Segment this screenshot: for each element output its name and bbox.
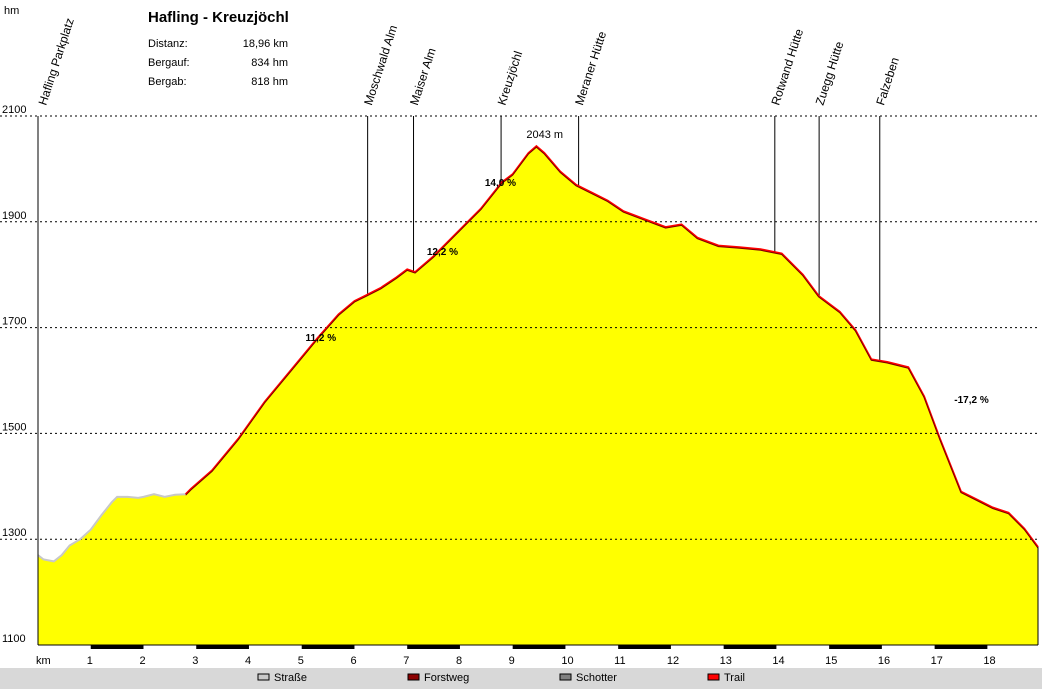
x-scale-block-13 (723, 645, 777, 649)
x-tick-label-3: 3 (192, 655, 198, 667)
x-axis-unit: km (36, 655, 51, 667)
y-tick-label-1100: 1100 (2, 633, 26, 645)
y-tick-label-1300: 1300 (2, 527, 26, 539)
stat-value-2: 818 hm (251, 76, 288, 88)
waypoint-label-3: Kreuzjöchl (495, 49, 526, 107)
waypoint-label-5: Rotwand Hütte (768, 27, 806, 107)
y-tick-label-2100: 2100 (2, 104, 26, 116)
stat-label-2: Bergab: (148, 76, 187, 88)
waypoint-label-6: Zuegg Hütte (813, 39, 847, 106)
x-tick-label-8: 8 (456, 655, 462, 667)
y-tick-label-1900: 1900 (2, 210, 26, 222)
x-scale-block-11 (618, 645, 671, 649)
annotation-3: 14,0 % (485, 178, 516, 189)
y-tick-label-1700: 1700 (2, 316, 26, 328)
legend-swatch-2 (559, 673, 572, 681)
x-tick-label-16: 16 (878, 655, 890, 667)
profile-line-shadow (185, 146, 1039, 549)
waypoint-label-2: Maiser Alm (407, 46, 439, 107)
stat-label-0: Distanz: (148, 38, 188, 50)
legend-swatch-0 (257, 673, 270, 681)
x-tick-label-5: 5 (298, 655, 304, 667)
x-tick-label-9: 9 (509, 655, 515, 667)
x-scale-block-15 (829, 645, 882, 649)
legend-label-0: Straße (274, 672, 307, 684)
legend-swatch-1 (407, 673, 420, 681)
x-tick-label-4: 4 (245, 655, 251, 667)
x-tick-label-15: 15 (825, 655, 837, 667)
x-scale-block-5 (301, 645, 355, 649)
y-tick-label-1500: 1500 (2, 421, 26, 433)
waypoint-label-7: Falzeben (873, 56, 902, 107)
x-tick-label-12: 12 (667, 655, 679, 667)
profile-area (38, 146, 1038, 645)
annotation-4: -17,2 % (954, 395, 989, 406)
legend-bar (0, 668, 1042, 689)
stat-value-0: 18,96 km (243, 38, 288, 50)
profile-line-straße (37, 493, 186, 563)
stat-value-1: 834 hm (251, 57, 288, 69)
y-axis-unit: hm (4, 5, 19, 17)
legend-label-1: Forstweg (424, 672, 469, 684)
x-tick-label-10: 10 (561, 655, 573, 667)
x-scale-block-17 (934, 645, 988, 649)
x-tick-label-17: 17 (931, 655, 943, 667)
stat-label-1: Bergauf: (148, 57, 190, 69)
x-scale-block-9 (512, 645, 566, 649)
legend-swatch-3 (707, 673, 720, 681)
x-tick-label-11: 11 (614, 655, 625, 667)
annotation-1: 11,2 % (306, 333, 337, 344)
x-tick-label-2: 2 (139, 655, 145, 667)
waypoint-label-0: Hafling Parkplatz (36, 16, 77, 107)
x-scale-block-1 (90, 645, 144, 649)
x-tick-label-1: 1 (87, 655, 93, 667)
waypoint-label-1: Moschwald Alm (361, 23, 400, 107)
x-scale-block-7 (407, 645, 460, 649)
waypoint-label-4: Meraner Hütte (572, 29, 609, 107)
chart-title: Hafling - Kreuzjöchl (148, 9, 289, 26)
legend-label-2: Schotter (576, 672, 617, 684)
x-scale-block-3 (196, 645, 249, 649)
legend-label-3: Trail (724, 672, 745, 684)
x-tick-label-18: 18 (983, 655, 995, 667)
annotation-2: 12,2 % (427, 247, 458, 258)
x-tick-label-14: 14 (772, 655, 784, 667)
x-tick-label-6: 6 (350, 655, 356, 667)
annotation-0: 2043 m (526, 129, 563, 141)
profile-line-trail (184, 144, 1039, 548)
x-tick-label-7: 7 (403, 655, 409, 667)
x-tick-label-13: 13 (720, 655, 732, 667)
